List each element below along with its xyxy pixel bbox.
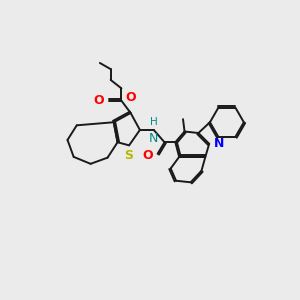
Text: O: O [93,94,104,107]
Text: N: N [214,137,224,150]
Text: O: O [125,92,136,104]
Text: N: N [149,132,158,145]
Text: H: H [150,117,158,127]
Text: S: S [124,149,133,162]
Text: O: O [142,149,153,162]
